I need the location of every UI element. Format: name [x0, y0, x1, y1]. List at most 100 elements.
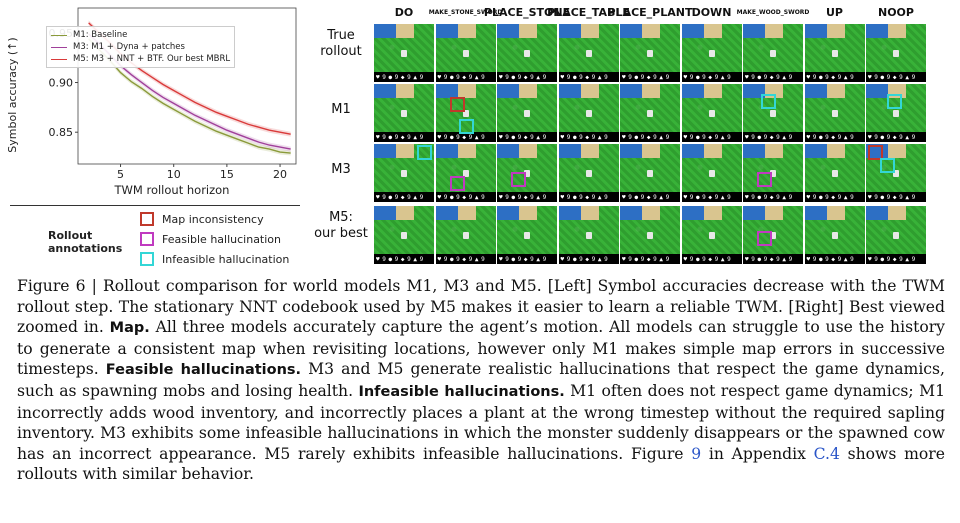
bar-tile: [374, 72, 434, 82]
inventory-hud: ♥ 9 ● 9 ◆ 9 ▲ 9: [499, 134, 546, 141]
row-label-line2: our best: [314, 226, 368, 241]
inventory-hud: ♥ 9 ● 9 ◆ 9 ▲ 9: [868, 194, 915, 201]
bar-tile: [620, 72, 680, 82]
water-tile: [497, 144, 519, 158]
sand-tile: [765, 24, 783, 38]
water-tile: [620, 206, 642, 220]
sand-tile: [888, 144, 906, 158]
inventory-hud: ♥ 9 ● 9 ◆ 9 ▲ 9: [868, 134, 915, 141]
water-tile: [866, 24, 888, 38]
bar-tile: [866, 132, 926, 142]
bar-tile: [497, 132, 557, 142]
inventory-hud: ♥ 9 ● 9 ◆ 9 ▲ 9: [560, 134, 608, 141]
map-heading: Map.: [109, 320, 150, 337]
appendix-link[interactable]: C.4: [813, 444, 840, 463]
bar-tile: [435, 192, 496, 202]
row-header: M1: [310, 102, 372, 118]
bar-tile: [497, 72, 557, 82]
column-header-place-plant: PLACE_PLANT: [607, 5, 693, 19]
water-tile: [374, 206, 396, 220]
row-header: M3: [310, 162, 372, 178]
sand-tile: [765, 144, 783, 158]
sand-tile: [703, 144, 722, 158]
sand-tile: [580, 24, 599, 38]
caption-text: shows more rollouts with similar behavio…: [17, 444, 945, 484]
inventory-hud: ♥ 9 ● 9 ◆ 9 ▲ 9: [437, 194, 485, 201]
bar-tile: [804, 72, 865, 82]
legend-line-swatch: [51, 34, 67, 36]
bar-tile: [435, 132, 496, 142]
caption-text: All three models accurately capture the …: [17, 318, 945, 379]
figure-caption: Figure 6 | Rollout comparison for world …: [17, 276, 945, 485]
inventory-hud: ♥ 9 ● 9 ◆ 9 ▲ 9: [806, 194, 854, 201]
sand-tile: [826, 144, 845, 158]
sand-tile: [519, 84, 537, 98]
inventory-hud: ♥ 9 ● 9 ◆ 9 ▲ 9: [745, 134, 792, 141]
rollout-frame: ♥ 9 ● 9 ◆ 9 ▲ 9: [374, 84, 434, 142]
caption-text: M1 often does not respect game dynamics;…: [17, 381, 945, 463]
legend-label: Map inconsistency: [162, 212, 264, 226]
legend-feasible-hallucination: Feasible hallucination: [140, 231, 281, 247]
water-tile: [681, 206, 704, 220]
bar-tile: [681, 192, 742, 202]
sand-tile: [396, 206, 414, 220]
sand-tile: [580, 206, 599, 220]
rollout-annotations-key: Rollout annotations Map inconsistency Fe…: [10, 205, 300, 267]
sand-tile: [642, 144, 660, 158]
agent-tile: [585, 232, 592, 239]
water-tile: [435, 24, 458, 38]
infeasible-heading: Infeasible hallucinations.: [358, 383, 565, 400]
rollout-frame: ♥ 9 ● 9 ◆ 9 ▲ 9: [497, 24, 557, 82]
agent-tile: [524, 170, 530, 177]
sand-tile: [396, 144, 414, 158]
agent-tile: [831, 170, 838, 177]
rollout-frame: ♥ 9 ● 9 ◆ 9 ▲ 9: [558, 144, 619, 202]
rollout-frame: ♥ 9 ● 9 ◆ 9 ▲ 9: [743, 144, 803, 202]
inventory-hud: ♥ 9 ● 9 ◆ 9 ▲ 9: [745, 194, 792, 201]
inventory-hud: ♥ 9 ● 9 ◆ 9 ▲ 9: [745, 256, 792, 263]
bar-tile: [743, 254, 803, 264]
agent-tile: [831, 110, 838, 117]
bar-tile: [558, 72, 619, 82]
infeasible-hallucination-swatch: [140, 252, 154, 266]
inventory-hud: ♥ 9 ● 9 ◆ 9 ▲ 9: [745, 74, 792, 81]
water-tile: [558, 206, 581, 220]
water-tile: [743, 84, 765, 98]
caption-text: M3 and M5 generate realistic hallucinati…: [17, 360, 945, 400]
legend-map-inconsistency: Map inconsistency: [140, 211, 264, 227]
inventory-hud: ♥ 9 ● 9 ◆ 9 ▲ 9: [868, 256, 915, 263]
legend-label: M3: M1 + Dyna + patches: [73, 42, 185, 52]
annotation-box: [449, 176, 465, 192]
row-label-line1: M5:: [329, 210, 353, 225]
water-tile: [558, 84, 581, 98]
water-tile: [681, 144, 704, 158]
bar-tile: [866, 72, 926, 82]
x-tick-label: 20: [273, 168, 287, 181]
legend-infeasible-hallucination: Infeasible hallucination: [140, 251, 289, 267]
inventory-hud: ♥ 9 ● 9 ◆ 9 ▲ 9: [499, 256, 546, 263]
column-header-noop: NOOP: [878, 5, 914, 19]
legend-label: M5: M3 + NNT + BTF. Our best MBRL: [73, 54, 231, 64]
inventory-hud: ♥ 9 ● 9 ◆ 9 ▲ 9: [437, 256, 485, 263]
water-tile: [866, 206, 888, 220]
water-tile: [558, 24, 581, 38]
agent-tile: [647, 170, 653, 177]
water-tile: [497, 84, 519, 98]
figure-9-link[interactable]: 9: [691, 444, 702, 463]
rollout-frame: ♥ 9 ● 9 ◆ 9 ▲ 9: [804, 24, 865, 82]
water-tile: [374, 24, 396, 38]
bar-tile: [743, 72, 803, 82]
agent-tile: [647, 232, 653, 239]
bar-tile: [374, 254, 434, 264]
figure-label: Figure 6: [17, 277, 86, 295]
annotation-box: [511, 171, 527, 187]
inventory-hud: ♥ 9 ● 9 ◆ 9 ▲ 9: [560, 256, 608, 263]
water-tile: [804, 84, 827, 98]
agent-tile: [462, 170, 469, 177]
agent-tile: [708, 50, 715, 57]
rollout-frame: ♥ 9 ● 9 ◆ 9 ▲ 9: [743, 24, 803, 82]
water-tile: [804, 144, 827, 158]
sand-tile: [457, 84, 476, 98]
rollout-frame: ♥ 9 ● 9 ◆ 9 ▲ 9: [804, 206, 865, 264]
caption-text: Rollout comparison for world models M1, …: [17, 277, 945, 337]
